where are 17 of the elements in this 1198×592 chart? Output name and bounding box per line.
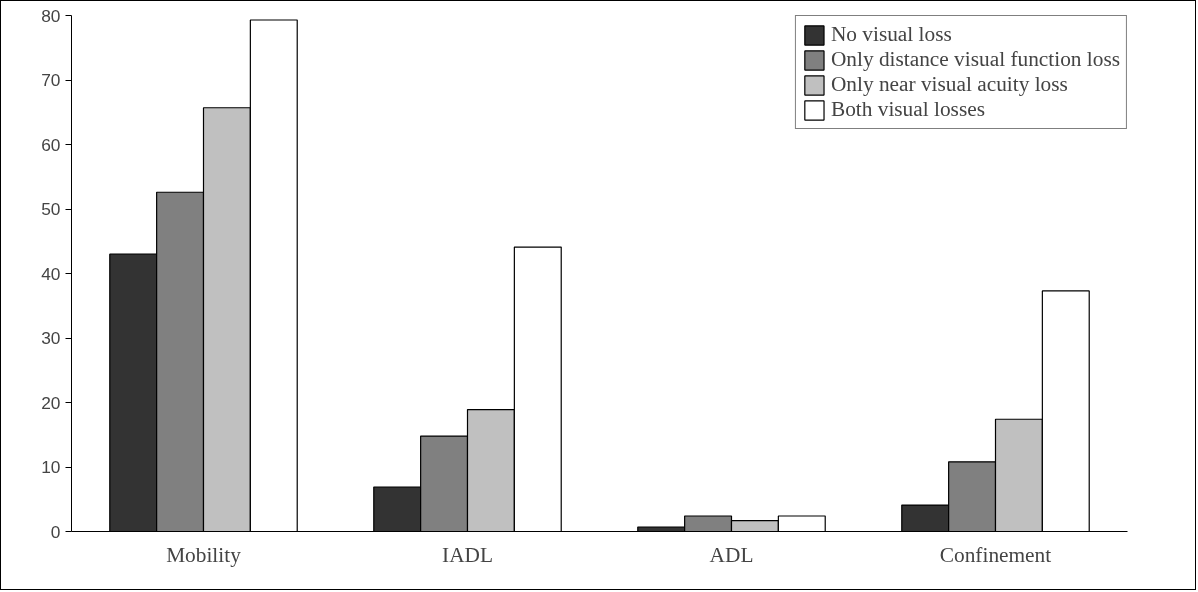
y-tick-label: 30 (41, 328, 61, 348)
x-tick-label: Confinement (939, 542, 1052, 567)
y-tick-label: 70 (41, 70, 61, 90)
x-tick-label: Mobility (166, 542, 242, 567)
y-tick-label: 40 (41, 263, 61, 284)
y-tick-label: 60 (41, 134, 61, 155)
legend-label: Only distance visual function loss (830, 47, 1120, 72)
legend-label: Both visual losses (830, 97, 985, 122)
x-tick-label: IADL (442, 542, 493, 567)
legend-label: Only near visual acuity loss (830, 72, 1068, 97)
y-tick-label: 80 (41, 5, 61, 26)
x-tick-label: ADL (709, 542, 754, 567)
y-tick-label: 50 (41, 199, 61, 219)
y-tick-label: 20 (41, 392, 61, 413)
y-tick-label: 10 (41, 457, 61, 477)
y-tick-label: 0 (50, 521, 61, 542)
legend-label: No visual loss (830, 22, 952, 47)
